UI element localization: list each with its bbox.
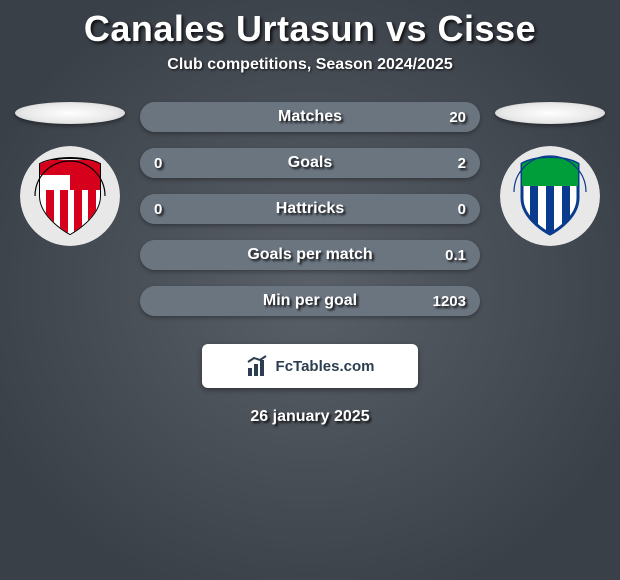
- left-club-crest: [20, 146, 120, 246]
- stat-right-value: 1203: [433, 293, 466, 310]
- athletic-bilbao-crest-icon: [20, 146, 120, 246]
- stat-row: Min per goal 1203: [140, 286, 480, 316]
- left-player-col: [10, 102, 130, 246]
- stat-right-value: 2: [458, 155, 466, 172]
- stat-label: Goals per match: [247, 246, 372, 264]
- stat-row: 0 Hattricks 0: [140, 194, 480, 224]
- stat-row: Goals per match 0.1: [140, 240, 480, 270]
- stat-left-value: 0: [154, 155, 162, 172]
- stat-left-value: 0: [154, 201, 162, 218]
- date-label: 26 january 2025: [250, 408, 369, 426]
- leganes-crest-icon: [500, 146, 600, 246]
- right-ellipse: [495, 102, 605, 124]
- stat-label: Goals: [288, 154, 332, 172]
- stat-label: Hattricks: [276, 200, 344, 218]
- stat-row: Matches 20: [140, 102, 480, 132]
- stats-column: Matches200Goals20Hattricks0Goals per mat…: [130, 102, 490, 316]
- attribution-text: FcTables.com: [276, 358, 375, 375]
- stat-label: Min per goal: [263, 292, 357, 310]
- right-club-crest: [500, 146, 600, 246]
- stat-right-value: 0.1: [445, 247, 466, 264]
- bar-chart-icon: [246, 354, 270, 378]
- stat-label: Matches: [278, 108, 342, 126]
- right-player-col: [490, 102, 610, 246]
- left-ellipse: [15, 102, 125, 124]
- page-title: Canales Urtasun vs Cisse: [84, 8, 536, 50]
- attribution-box: FcTables.com: [202, 344, 418, 388]
- stat-right-value: 0: [458, 201, 466, 218]
- main-row: Matches200Goals20Hattricks0Goals per mat…: [0, 102, 620, 316]
- stat-row: 0 Goals 2: [140, 148, 480, 178]
- subtitle: Club competitions, Season 2024/2025: [167, 56, 452, 74]
- stat-right-value: 20: [449, 109, 466, 126]
